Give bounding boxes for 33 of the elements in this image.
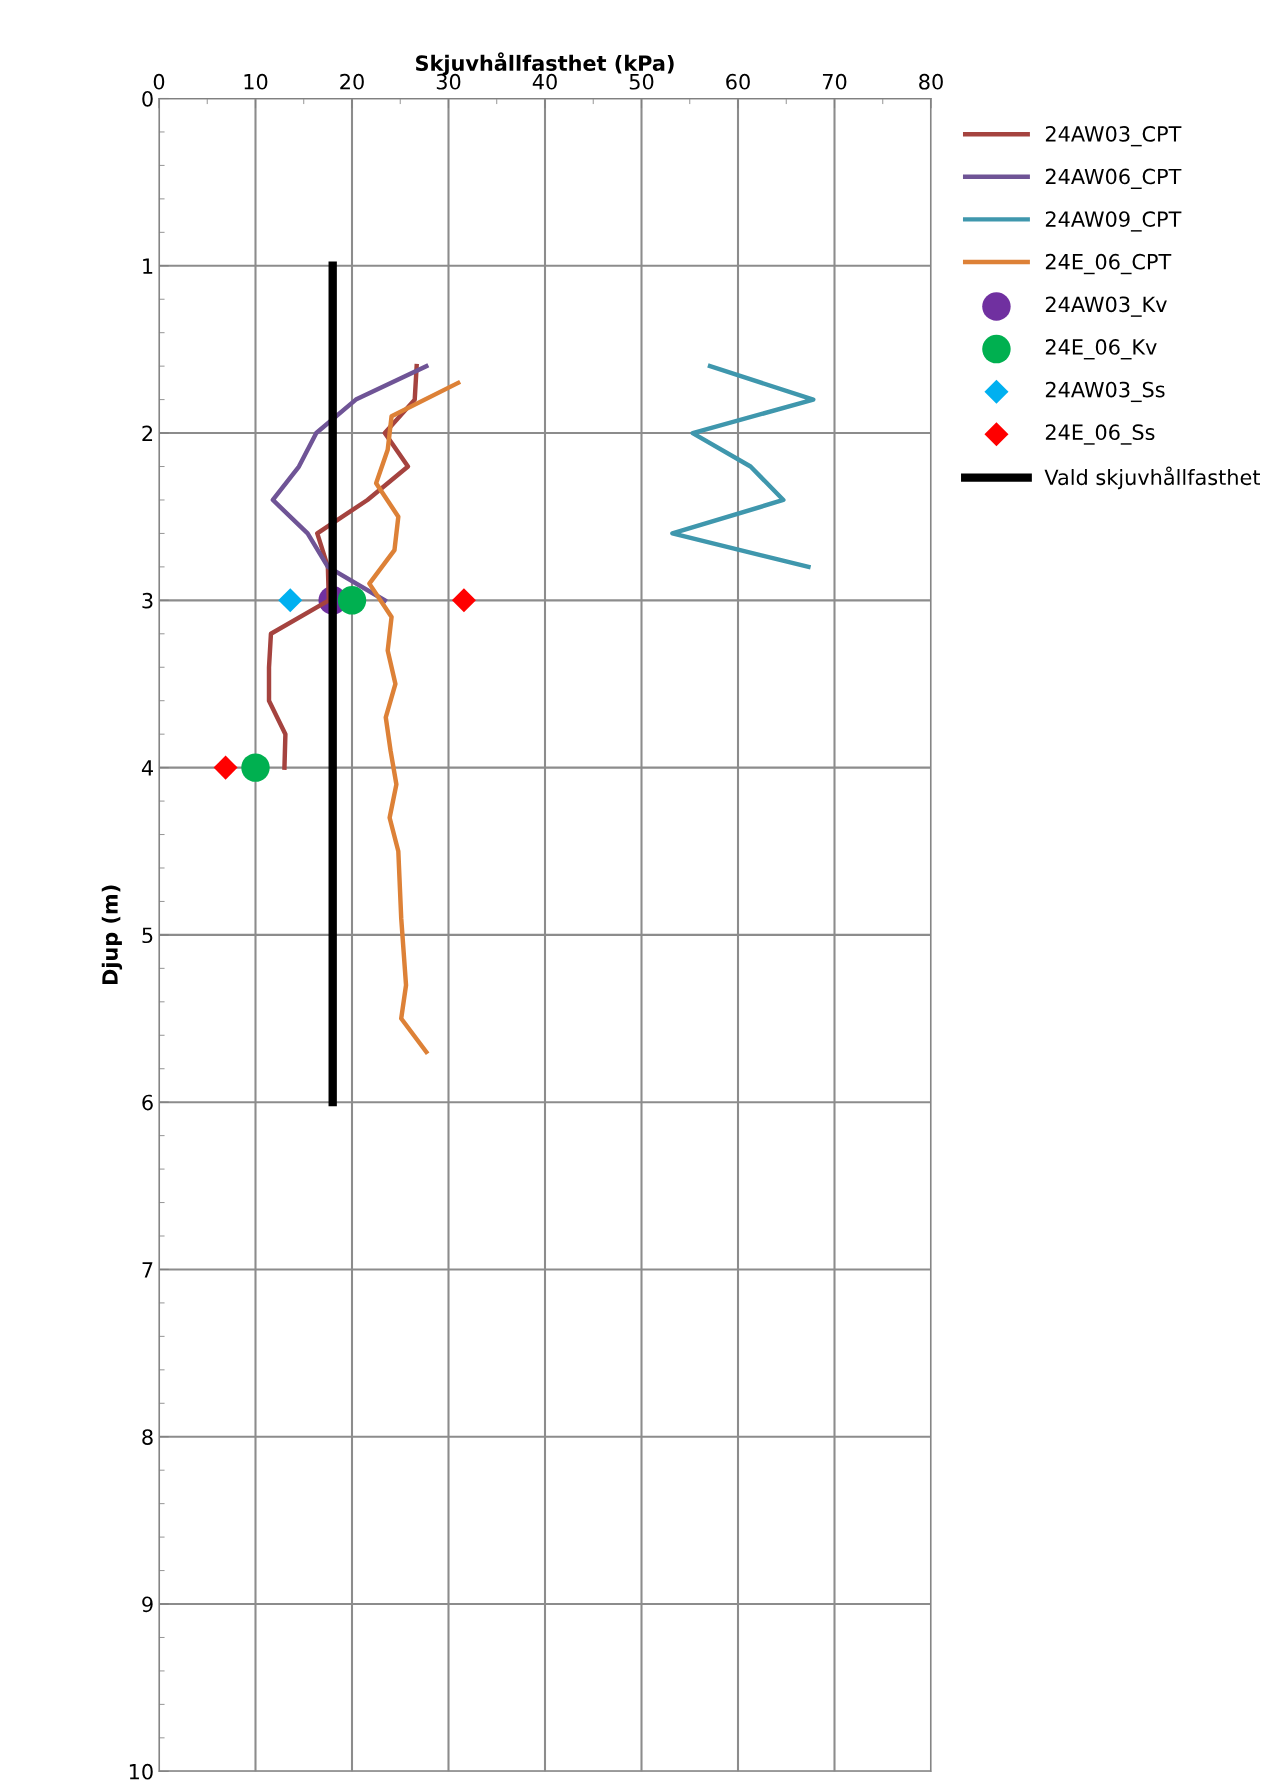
x-tick-label: 70 bbox=[822, 73, 847, 90]
y-tick-label: 8 bbox=[142, 1429, 153, 1445]
y-tick-label: 5 bbox=[142, 927, 153, 944]
line-series bbox=[670, 363, 816, 570]
legend-label: 24E_06_CPT bbox=[1045, 253, 1172, 275]
legend-label: 24E_06_Ss bbox=[1045, 424, 1155, 445]
y-axis-title: Djup (m) bbox=[101, 885, 123, 985]
y-tick-label: 9 bbox=[142, 1596, 153, 1613]
x-tick-label: 10 bbox=[244, 73, 268, 90]
y-tick-label: 10 bbox=[129, 1763, 153, 1780]
legend-label: 24AW03_Ss bbox=[1045, 381, 1165, 403]
y-tick-label: 6 bbox=[142, 1094, 153, 1111]
x-tick-label: 80 bbox=[919, 73, 943, 90]
line-series bbox=[270, 363, 429, 603]
x-tick-label: 40 bbox=[532, 73, 557, 90]
x-tick-label: 0 bbox=[153, 73, 165, 90]
legend-label: 24E_06_Kv bbox=[1045, 339, 1157, 360]
y-tick-label: 3 bbox=[142, 592, 153, 609]
legend-label: 24AW03_Kv bbox=[1045, 296, 1167, 317]
y-tick-label: 0 bbox=[142, 90, 153, 107]
legend-label: 24AW03_CPT bbox=[1045, 125, 1182, 147]
legend-label: 24AW09_CPT bbox=[1045, 211, 1182, 232]
y-tick-label: 1 bbox=[143, 258, 153, 274]
x-tick-label: 50 bbox=[629, 73, 654, 90]
y-tick-label: 4 bbox=[141, 760, 153, 776]
x-tick-label: 60 bbox=[726, 73, 750, 90]
legend-label: Vald skjuvhållfasthet bbox=[1044, 466, 1260, 490]
y-tick-label: 2 bbox=[142, 425, 153, 441]
y-tick-label: 7 bbox=[142, 1262, 153, 1278]
x-tick-label: 20 bbox=[340, 73, 364, 90]
x-tick-label: 30 bbox=[436, 73, 461, 90]
line-series bbox=[367, 380, 461, 1055]
legend-label: 24AW06_CPT bbox=[1045, 168, 1182, 189]
